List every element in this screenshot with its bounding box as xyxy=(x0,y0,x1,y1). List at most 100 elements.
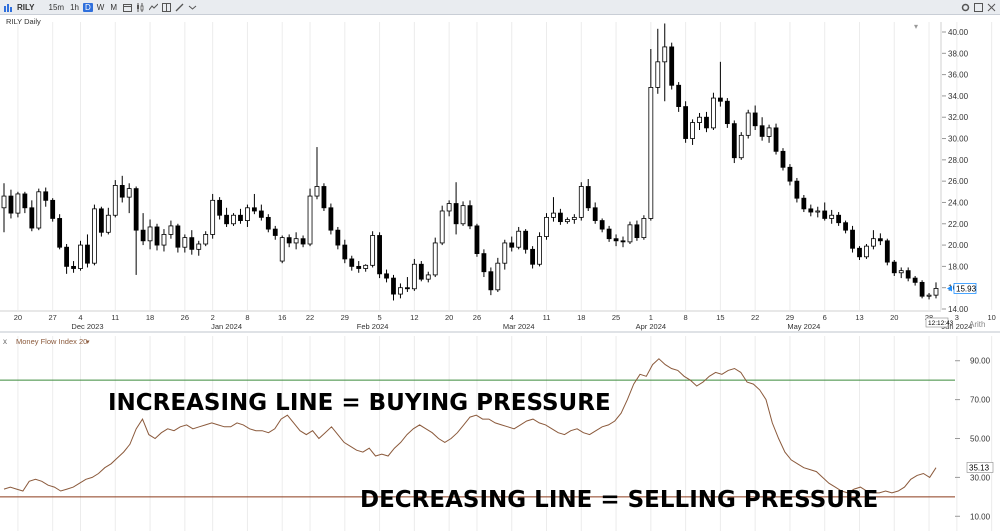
candle xyxy=(912,275,918,286)
month-label: Jun 2024 xyxy=(941,322,972,331)
candle-body xyxy=(683,106,689,139)
candle-body xyxy=(641,218,647,239)
candle xyxy=(36,188,42,231)
draw-icon[interactable] xyxy=(175,3,184,12)
candle-body xyxy=(182,237,188,248)
symbol-input[interactable]: RILY xyxy=(17,2,35,12)
candle-body xyxy=(738,134,744,159)
candle-body xyxy=(627,224,633,243)
compare-icon[interactable] xyxy=(161,2,171,12)
candle xyxy=(405,277,410,292)
candle-body xyxy=(676,84,682,107)
close-icon[interactable]: x xyxy=(3,337,7,346)
candle xyxy=(22,191,28,214)
candle xyxy=(877,233,883,246)
candle-body xyxy=(871,238,876,247)
candle xyxy=(370,231,376,268)
candle xyxy=(467,200,473,230)
maximize-icon[interactable] xyxy=(974,2,983,12)
candle-body xyxy=(71,265,76,269)
candle xyxy=(105,207,111,235)
month-label: Mar 2024 xyxy=(503,322,535,331)
candle xyxy=(279,235,285,264)
candle-body xyxy=(161,234,167,246)
candle-body xyxy=(168,225,174,235)
indicator-icon[interactable] xyxy=(148,3,159,12)
candle-body xyxy=(794,180,800,199)
x-tick-label: 29 xyxy=(786,313,794,322)
candle xyxy=(377,232,382,279)
chart-type-icon[interactable] xyxy=(4,3,13,12)
candle-body xyxy=(231,214,236,225)
candle xyxy=(147,219,153,250)
candle-body xyxy=(495,262,501,291)
candle-body xyxy=(78,244,83,269)
scale-label[interactable]: Arith xyxy=(969,320,985,329)
mfi-line xyxy=(3,358,937,494)
candle xyxy=(307,188,313,247)
x-tick-label: 3 xyxy=(955,313,959,322)
candle-body xyxy=(571,216,577,220)
candles-icon[interactable] xyxy=(136,2,145,12)
y-tick-label: 40.00 xyxy=(948,28,969,37)
candle-body xyxy=(474,225,480,254)
candle-body xyxy=(50,199,56,219)
candle-body xyxy=(717,97,723,102)
candle-body xyxy=(453,203,459,225)
candle xyxy=(564,217,570,224)
x-tick-label: 4 xyxy=(510,313,514,322)
settings-icon[interactable] xyxy=(961,3,970,12)
candle xyxy=(759,117,765,141)
interval-d[interactable]: D xyxy=(82,2,93,12)
candle xyxy=(258,204,264,221)
candle-body xyxy=(752,112,758,127)
chevron-down-icon[interactable]: ▾ xyxy=(86,339,90,346)
candle xyxy=(662,23,668,102)
interval-15m[interactable]: 15m xyxy=(48,2,65,12)
candle xyxy=(384,269,389,283)
mfi-panel: 90.00 70.00 50.00 30.00 10.00 x Money Flow I… xyxy=(0,336,994,531)
calendar-icon[interactable] xyxy=(122,3,132,12)
candle xyxy=(613,234,619,247)
candle xyxy=(8,189,14,219)
candle-body xyxy=(523,230,529,250)
candle xyxy=(154,223,160,251)
candle-body xyxy=(328,207,334,231)
candle-body xyxy=(488,271,494,291)
candle-body xyxy=(690,122,695,139)
candle-body xyxy=(1,195,7,209)
candle-body xyxy=(843,222,848,231)
interval-m[interactable]: M xyxy=(110,2,117,12)
candle xyxy=(655,28,661,94)
panel-menu-icon[interactable]: ▾ xyxy=(914,22,918,31)
candle-body xyxy=(606,228,612,240)
candle xyxy=(905,267,911,282)
close-icon[interactable] xyxy=(987,3,996,12)
candle-body xyxy=(599,220,605,230)
candle xyxy=(488,267,494,296)
candle-body xyxy=(655,61,661,88)
candle-body xyxy=(592,207,598,221)
price-panel-title: RILY Daily xyxy=(6,17,41,26)
candle-body xyxy=(829,214,835,219)
month-label: Jan 2024 xyxy=(211,322,242,331)
candle xyxy=(71,261,76,273)
candle xyxy=(300,235,306,248)
chart-canvas[interactable]: 40.00 38.00 36.00 34.00 32.00 30.00 28.00 26.00… xyxy=(0,14,1000,531)
candle-body xyxy=(787,166,793,182)
candle-body xyxy=(335,229,341,246)
candle-body xyxy=(697,116,702,123)
candle-body xyxy=(801,197,807,210)
y-tick-label: 20.00 xyxy=(948,241,969,250)
candle xyxy=(286,234,292,248)
candle xyxy=(641,215,647,240)
candle xyxy=(1,183,7,233)
candle-body xyxy=(418,263,424,280)
chevron-down-icon[interactable] xyxy=(188,3,197,12)
candle-body xyxy=(245,207,250,221)
candle-body xyxy=(22,193,28,209)
interval-1h[interactable]: 1h xyxy=(70,2,79,12)
interval-w[interactable]: W xyxy=(96,2,105,12)
candle-body xyxy=(286,237,292,244)
candle-body xyxy=(398,287,403,295)
